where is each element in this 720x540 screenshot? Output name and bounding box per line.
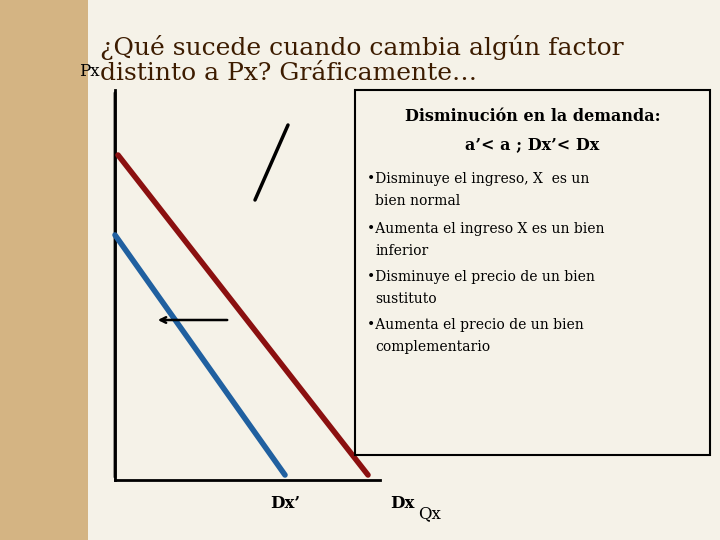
Text: Px: Px bbox=[79, 63, 100, 80]
Text: distinto a Px? Gráficamente…: distinto a Px? Gráficamente… bbox=[100, 62, 477, 85]
Bar bbox=[88, 0, 720, 540]
Text: Disminución en la demanda:: Disminución en la demanda: bbox=[405, 108, 660, 125]
Text: bien normal: bien normal bbox=[375, 194, 460, 208]
Text: •Aumenta el ingreso X es un bien: •Aumenta el ingreso X es un bien bbox=[367, 222, 605, 236]
Text: •Disminuye el ingreso, X  es un: •Disminuye el ingreso, X es un bbox=[367, 172, 590, 186]
Text: sustituto: sustituto bbox=[375, 292, 436, 306]
Text: Qx: Qx bbox=[418, 505, 441, 522]
Text: complementario: complementario bbox=[375, 340, 490, 354]
Bar bbox=[355, 90, 710, 455]
Text: ¿Qué sucede cuando cambia algún factor: ¿Qué sucede cuando cambia algún factor bbox=[100, 35, 624, 60]
Bar bbox=[0, 0, 88, 540]
Text: •Aumenta el precio de un bien: •Aumenta el precio de un bien bbox=[367, 318, 584, 332]
Text: a’< a ; Dx’< Dx: a’< a ; Dx’< Dx bbox=[465, 136, 600, 153]
Text: Dx: Dx bbox=[390, 495, 415, 512]
Text: Dx’: Dx’ bbox=[270, 495, 300, 512]
Text: inferior: inferior bbox=[375, 244, 428, 258]
Text: •Disminuye el precio de un bien: •Disminuye el precio de un bien bbox=[367, 270, 595, 284]
